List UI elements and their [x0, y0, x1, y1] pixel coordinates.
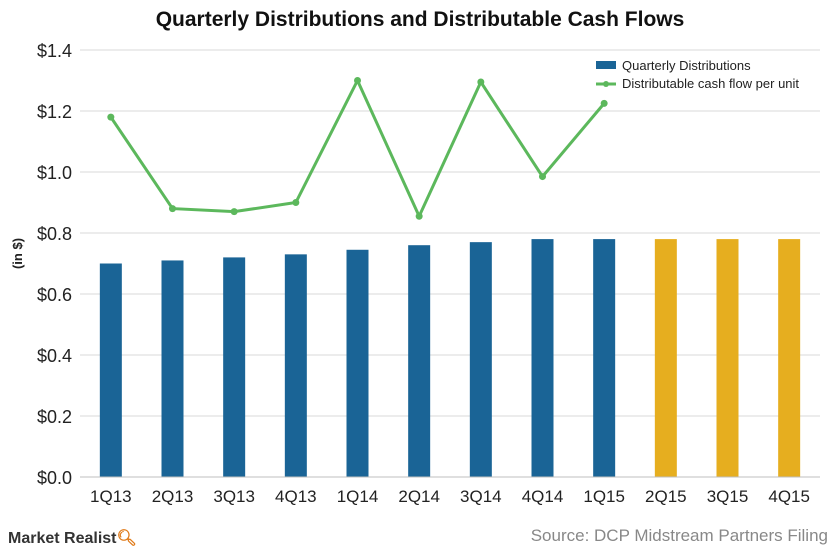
bar — [161, 260, 184, 477]
magnifier-icon: 🔍︎ — [116, 530, 137, 547]
line-point — [230, 208, 238, 216]
line-point — [477, 78, 485, 86]
x-tick-label: 1Q15 — [583, 487, 625, 506]
brand-name: Market Realist — [8, 530, 117, 547]
line-point — [539, 173, 546, 181]
x-tick-label: 2Q15 — [645, 487, 687, 506]
bar — [778, 239, 801, 477]
x-tick-label: 2Q14 — [398, 487, 440, 506]
line-point — [292, 199, 300, 206]
x-tick-label: 3Q14 — [460, 487, 502, 506]
y-tick-label: $1.4 — [37, 41, 72, 61]
x-tick-label: 2Q13 — [152, 487, 194, 506]
line-point — [415, 212, 423, 220]
y-tick-label: $0.8 — [37, 224, 72, 244]
chart-title: Quarterly Distributions and Distributabl… — [155, 8, 685, 31]
legend-swatch-bars — [596, 61, 616, 69]
y-tick-label: $0.2 — [37, 407, 72, 427]
x-tick-label: 1Q14 — [337, 487, 379, 506]
legend-marker-line — [603, 81, 609, 87]
y-tick-label: $0.0 — [37, 468, 72, 488]
line-point — [169, 205, 176, 213]
bar — [469, 242, 492, 477]
bar — [223, 257, 246, 477]
y-tick-label: $0.6 — [37, 285, 72, 305]
bar — [531, 239, 554, 477]
line-point — [354, 77, 361, 84]
bar — [654, 239, 677, 477]
x-tick-label: 4Q13 — [275, 487, 317, 506]
x-tick-label: 4Q14 — [522, 487, 564, 506]
line-point — [107, 113, 115, 121]
y-axis-label: (in $) — [10, 238, 25, 269]
x-tick-label: 3Q13 — [213, 487, 255, 506]
y-tick-label: $0.4 — [37, 346, 72, 366]
y-tick-label: $1.2 — [37, 102, 72, 122]
y-tick-label: $1.0 — [37, 163, 72, 183]
x-tick-label: 4Q15 — [768, 487, 810, 506]
legend-label-line: Distributable cash flow per unit — [622, 76, 799, 91]
line-point — [600, 99, 608, 107]
bar — [99, 263, 122, 477]
bar — [346, 249, 369, 477]
x-tick-label: 3Q15 — [707, 487, 749, 506]
bar — [408, 245, 431, 477]
legend-label-bars: Quarterly Distributions — [622, 58, 751, 73]
brand-logo: Market Realist🔍︎ — [8, 528, 137, 548]
bar — [716, 239, 739, 477]
bar — [593, 239, 616, 477]
x-tick-label: 1Q13 — [90, 487, 132, 506]
series-line — [109, 77, 606, 220]
bar — [284, 254, 307, 477]
source-note: Source: DCP Midstream Partners Filing — [530, 526, 828, 545]
